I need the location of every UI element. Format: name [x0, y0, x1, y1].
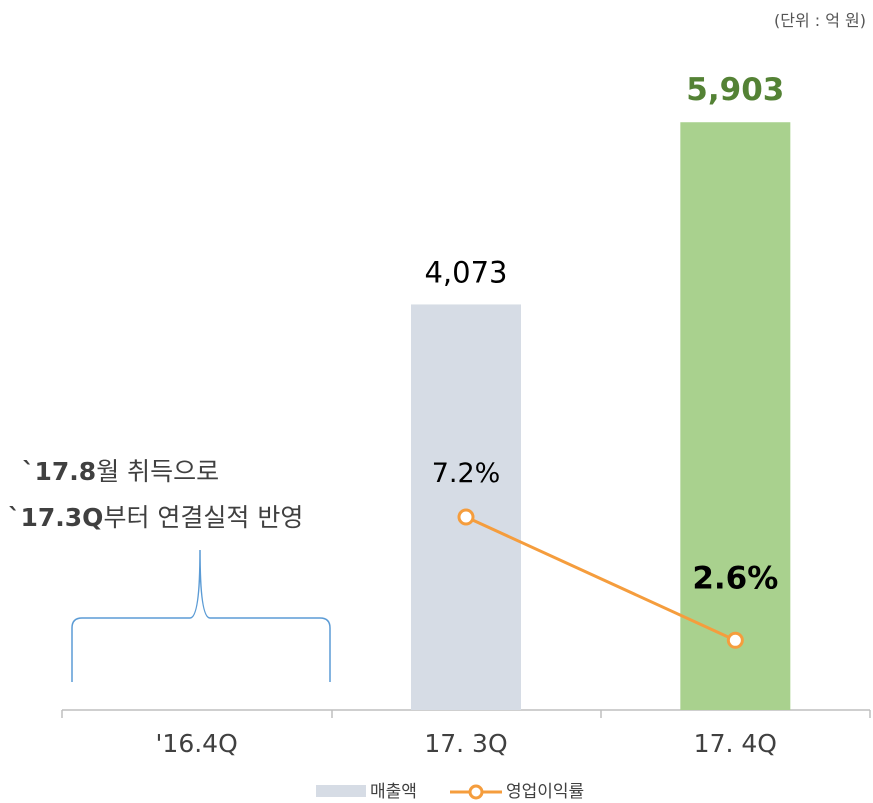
- bar-value-label: 4,073: [424, 255, 507, 289]
- annotation-text: 월 취득으로: [96, 457, 219, 486]
- line-marker: [457, 508, 475, 526]
- x-tick-label: '16.4Q: [156, 729, 238, 758]
- annotation-bold: `17.8: [22, 457, 96, 486]
- line: [465, 515, 736, 642]
- x-tick-label: 17. 3Q: [424, 729, 507, 758]
- legend-swatch: [316, 785, 366, 797]
- annotation-bold: `17.3Q: [8, 503, 103, 532]
- line-value-label: 7.2%: [432, 458, 501, 489]
- legend-label: 영업이익률: [506, 782, 584, 802]
- bar: [680, 122, 791, 710]
- unit-note: (단위 : 억 원): [774, 11, 866, 30]
- legend-label: 매출액: [370, 782, 417, 802]
- x-tick-label: 17. 4Q: [694, 729, 777, 758]
- bar-value-label: 5,903: [686, 72, 784, 108]
- brace: [71, 549, 331, 682]
- bar: [411, 304, 521, 710]
- annotation: `17.8월 취득으로: [22, 457, 219, 486]
- annotation: `17.3Q부터 연결실적 반영: [8, 503, 303, 532]
- line-value-label: 2.6%: [692, 560, 778, 596]
- x-ticks: [61, 710, 871, 718]
- legend-marker: [468, 784, 484, 800]
- annotation-text: 부터 연결실적 반영: [103, 503, 303, 532]
- line-marker: [726, 631, 744, 649]
